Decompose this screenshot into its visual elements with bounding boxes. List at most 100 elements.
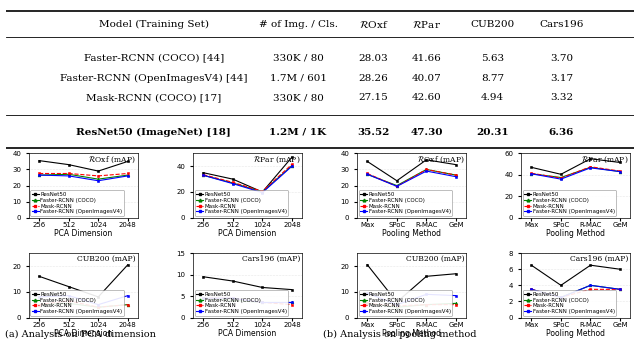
Line: ResNet50: ResNet50 — [38, 159, 129, 172]
X-axis label: Pooling Method: Pooling Method — [546, 329, 605, 338]
Line: Faster-RCNN (COCO): Faster-RCNN (COCO) — [202, 164, 293, 193]
Faster-RCNN (COCO) — [393, 305, 401, 309]
Line: Faster-RCNN (OpenImagesV4): Faster-RCNN (OpenImagesV4) — [366, 170, 458, 188]
X-axis label: PCA Dimension: PCA Dimension — [218, 229, 276, 238]
Text: $\mathcal{R}$Par: $\mathcal{R}$Par — [412, 18, 441, 29]
Mask-RCNN — [229, 180, 237, 184]
X-axis label: Pooling Method: Pooling Method — [382, 229, 441, 238]
ResNet50 — [452, 272, 460, 276]
Text: CUB200: CUB200 — [470, 19, 515, 28]
Faster-RCNN (COCO) — [422, 167, 430, 171]
Faster-RCNN (OpenImagesV4) — [364, 291, 371, 295]
Legend: ResNet50, Faster-RCNN (COCO), Mask-RCNN, Faster-RCNN (OpenImagesV4): ResNet50, Faster-RCNN (COCO), Mask-RCNN,… — [195, 190, 289, 216]
Faster-RCNN (COCO) — [65, 172, 72, 176]
Line: ResNet50: ResNet50 — [38, 263, 129, 298]
Text: (b) Analysis on pooling method: (b) Analysis on pooling method — [323, 330, 477, 339]
Faster-RCNN (COCO) — [452, 173, 460, 177]
Legend: ResNet50, Faster-RCNN (COCO), Mask-RCNN, Faster-RCNN (OpenImagesV4): ResNet50, Faster-RCNN (COCO), Mask-RCNN,… — [523, 190, 616, 216]
Faster-RCNN (COCO) — [587, 283, 595, 287]
Line: Mask-RCNN: Mask-RCNN — [38, 172, 129, 177]
Line: ResNet50: ResNet50 — [202, 276, 293, 291]
Text: Mask-RCNN (COCO) [17]: Mask-RCNN (COCO) [17] — [86, 93, 221, 102]
Faster-RCNN (COCO) — [587, 165, 595, 169]
Faster-RCNN (OpenImagesV4) — [364, 172, 371, 176]
Faster-RCNN (OpenImagesV4) — [124, 294, 132, 298]
Faster-RCNN (COCO) — [364, 301, 371, 305]
Faster-RCNN (OpenImagesV4) — [288, 301, 296, 305]
Mask-RCNN — [200, 296, 207, 300]
Faster-RCNN (OpenImagesV4) — [288, 164, 296, 168]
Faster-RCNN (COCO) — [65, 301, 72, 305]
Text: 4.94: 4.94 — [481, 93, 504, 102]
Faster-RCNN (COCO) — [452, 301, 460, 305]
Line: Mask-RCNN: Mask-RCNN — [366, 302, 458, 307]
Line: Faster-RCNN (COCO): Faster-RCNN (COCO) — [530, 166, 621, 179]
Line: Faster-RCNN (COCO): Faster-RCNN (COCO) — [530, 284, 621, 299]
Faster-RCNN (COCO) — [200, 173, 207, 177]
ResNet50 — [422, 158, 430, 162]
Legend: ResNet50, Faster-RCNN (COCO), Mask-RCNN, Faster-RCNN (OpenImagesV4): ResNet50, Faster-RCNN (COCO), Mask-RCNN,… — [358, 190, 452, 216]
ResNet50 — [124, 263, 132, 267]
Mask-RCNN — [587, 165, 595, 169]
Faster-RCNN (COCO) — [288, 163, 296, 168]
Text: $\mathcal{R}$Par (mAP): $\mathcal{R}$Par (mAP) — [253, 155, 300, 165]
Line: Faster-RCNN (COCO): Faster-RCNN (COCO) — [202, 297, 293, 304]
Text: Faster-RCNN (COCO) [44]: Faster-RCNN (COCO) [44] — [84, 54, 224, 63]
Text: 28.26: 28.26 — [358, 74, 388, 83]
Mask-RCNN — [393, 304, 401, 308]
Line: Faster-RCNN (OpenImagesV4): Faster-RCNN (OpenImagesV4) — [366, 292, 458, 306]
Text: Cars196 (mAP): Cars196 (mAP) — [570, 254, 628, 262]
Text: 3.17: 3.17 — [550, 74, 573, 83]
Faster-RCNN (OpenImagesV4) — [393, 303, 401, 307]
ResNet50 — [616, 160, 624, 164]
Faster-RCNN (OpenImagesV4) — [557, 295, 564, 299]
Text: Cars196 (mAP): Cars196 (mAP) — [242, 254, 300, 262]
ResNet50 — [557, 172, 564, 176]
Text: $\mathcal{R}$Oxf (mAP): $\mathcal{R}$Oxf (mAP) — [417, 155, 464, 165]
Legend: ResNet50, Faster-RCNN (COCO), Mask-RCNN, Faster-RCNN (OpenImagesV4): ResNet50, Faster-RCNN (COCO), Mask-RCNN,… — [523, 290, 616, 316]
Mask-RCNN — [124, 171, 132, 176]
Mask-RCNN — [288, 162, 296, 167]
ResNet50 — [95, 169, 102, 173]
Legend: ResNet50, Faster-RCNN (COCO), Mask-RCNN, Faster-RCNN (OpenImagesV4): ResNet50, Faster-RCNN (COCO), Mask-RCNN,… — [195, 290, 289, 316]
Text: 330K / 80: 330K / 80 — [273, 54, 323, 63]
Faster-RCNN (COCO) — [259, 190, 266, 194]
X-axis label: Pooling Method: Pooling Method — [546, 229, 605, 238]
Text: 3.32: 3.32 — [550, 93, 573, 102]
Faster-RCNN (COCO) — [557, 176, 564, 180]
Faster-RCNN (OpenImagesV4) — [229, 296, 237, 300]
Text: $\mathcal{R}$Oxf: $\mathcal{R}$Oxf — [358, 18, 388, 29]
ResNet50 — [288, 288, 296, 292]
Text: 6.36: 6.36 — [548, 128, 574, 137]
Faster-RCNN (COCO) — [35, 173, 43, 177]
Text: CUB200 (mAP): CUB200 (mAP) — [77, 254, 136, 262]
Faster-RCNN (COCO) — [35, 303, 43, 307]
Text: 41.66: 41.66 — [412, 54, 442, 63]
ResNet50 — [393, 179, 401, 183]
Line: Mask-RCNN: Mask-RCNN — [530, 166, 621, 179]
Line: Faster-RCNN (OpenImagesV4): Faster-RCNN (OpenImagesV4) — [38, 294, 129, 306]
ResNet50 — [95, 295, 102, 299]
Text: 27.15: 27.15 — [358, 93, 388, 102]
X-axis label: Pooling Method: Pooling Method — [382, 329, 441, 338]
Mask-RCNN — [393, 184, 401, 188]
Text: $\mathcal{R}$Oxf (mAP): $\mathcal{R}$Oxf (mAP) — [88, 155, 136, 165]
ResNet50 — [259, 190, 266, 194]
Text: Cars196: Cars196 — [540, 19, 584, 28]
Line: ResNet50: ResNet50 — [366, 263, 458, 303]
Faster-RCNN (COCO) — [364, 172, 371, 176]
ResNet50 — [229, 177, 237, 181]
Text: (a) Analysis on PCA dimension: (a) Analysis on PCA dimension — [4, 330, 156, 339]
Mask-RCNN — [259, 189, 266, 193]
Mask-RCNN — [259, 301, 266, 305]
Mask-RCNN — [95, 174, 102, 178]
Faster-RCNN (COCO) — [124, 303, 132, 307]
ResNet50 — [587, 263, 595, 267]
Mask-RCNN — [65, 171, 72, 176]
Faster-RCNN (COCO) — [229, 298, 237, 303]
ResNet50 — [229, 279, 237, 283]
Mask-RCNN — [422, 303, 430, 307]
Text: 3.70: 3.70 — [550, 54, 573, 63]
Legend: ResNet50, Faster-RCNN (COCO), Mask-RCNN, Faster-RCNN (OpenImagesV4): ResNet50, Faster-RCNN (COCO), Mask-RCNN,… — [358, 290, 452, 316]
Mask-RCNN — [65, 299, 72, 303]
